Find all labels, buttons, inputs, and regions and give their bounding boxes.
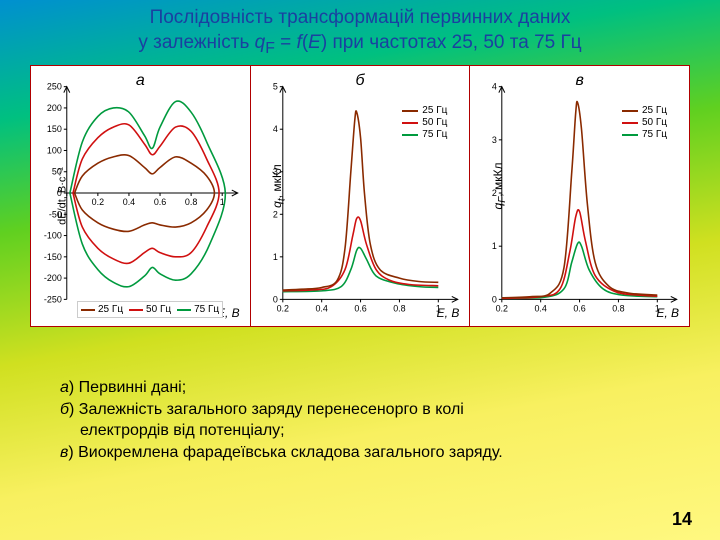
panel-b: 0123450.20.40.60.81 б qt, мкКл E, В 25 Г… [251,66,471,326]
title-line1: Послідовність трансформацій первинних да… [150,7,571,28]
panel-a-ylabel: dE/dt, В·с⁻¹ [55,167,68,225]
svg-text:0.8: 0.8 [185,197,197,207]
title-line2: у залежність qF = f(E) при частотах 25, … [30,31,690,59]
panel-c-xlabel: E, В [656,306,679,320]
swatch-75 [402,134,418,136]
svg-text:1: 1 [273,252,278,262]
svg-text:0.4: 0.4 [315,303,327,313]
panel-a-label: а [136,72,145,90]
panel-b-xlabel: E, В [437,306,460,320]
svg-text:0.2: 0.2 [276,303,288,313]
swatch-75 [622,134,638,136]
svg-text:-200: -200 [44,273,62,283]
panel-b-label: б [356,72,365,90]
swatch-25 [622,110,638,112]
svg-text:0.8: 0.8 [393,303,405,313]
swatch-25 [81,309,95,311]
legend-item-75: 75 Гц [177,304,219,315]
legend-item-50: 50 Гц [622,117,667,128]
caption: а) Первинні дані; б) Залежність загально… [60,377,660,463]
caption-a: а) Первинні дані; [60,377,660,399]
svg-text:4: 4 [492,82,497,92]
panel-c-label: в [575,72,583,90]
caption-b: б) Залежність загального заряду перенесе… [60,399,660,421]
svg-text:200: 200 [47,103,62,113]
svg-text:0.6: 0.6 [154,197,166,207]
swatch-50 [622,122,638,124]
legend-item-75: 75 Гц [402,129,447,140]
svg-text:3: 3 [492,135,497,145]
svg-text:0.4: 0.4 [535,303,547,313]
svg-text:-100: -100 [44,231,62,241]
swatch-25 [402,110,418,112]
panel-b-legend: 25 Гц 50 Гц 75 Гц [398,102,451,143]
chart-row: -250-200-150-100-500501001502002500.20.4… [30,65,690,327]
svg-text:-250: -250 [44,294,62,304]
legend-item-50: 50 Гц [402,117,447,128]
legend-item-25: 25 Гц [402,105,447,116]
legend-item-75: 75 Гц [622,129,667,140]
slide-title: Послідовність трансформацій первинних да… [0,0,720,63]
svg-text:0.2: 0.2 [92,197,104,207]
svg-text:150: 150 [47,124,62,134]
svg-text:4: 4 [273,124,278,134]
svg-text:0.6: 0.6 [574,303,586,313]
swatch-75 [177,309,191,311]
svg-text:-150: -150 [44,252,62,262]
svg-text:250: 250 [47,82,62,92]
swatch-50 [402,122,418,124]
panel-a-legend: 25 Гц 50 Гц 75 Гц [77,301,223,318]
caption-b2: електрордів від потенціалу; [60,420,660,442]
legend-item-50: 50 Гц [129,304,171,315]
page-number: 14 [672,509,692,530]
svg-text:1: 1 [492,241,497,251]
panel-a: -250-200-150-100-500501001502002500.20.4… [31,66,251,326]
panel-c-legend: 25 Гц 50 Гц 75 Гц [618,102,671,143]
svg-text:5: 5 [273,82,278,92]
svg-text:0.8: 0.8 [613,303,625,313]
svg-text:0.6: 0.6 [354,303,366,313]
svg-text:2: 2 [273,209,278,219]
panel-b-ylabel: qt, мкКл [270,164,287,208]
panel-c: 012340.20.40.60.81 в qF, мкКл E, В 25 Гц… [470,66,689,326]
svg-text:0.2: 0.2 [496,303,508,313]
legend-item-25: 25 Гц [81,304,123,315]
panel-c-ylabel: qF, мкКл [491,162,508,209]
caption-c: в) Виокремлена фарадеївська складова заг… [60,442,660,464]
legend-item-25: 25 Гц [622,105,667,116]
svg-text:100: 100 [47,146,62,156]
swatch-50 [129,309,143,311]
svg-text:0.4: 0.4 [123,197,135,207]
